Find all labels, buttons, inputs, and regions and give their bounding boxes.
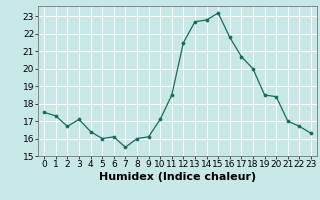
X-axis label: Humidex (Indice chaleur): Humidex (Indice chaleur) <box>99 172 256 182</box>
